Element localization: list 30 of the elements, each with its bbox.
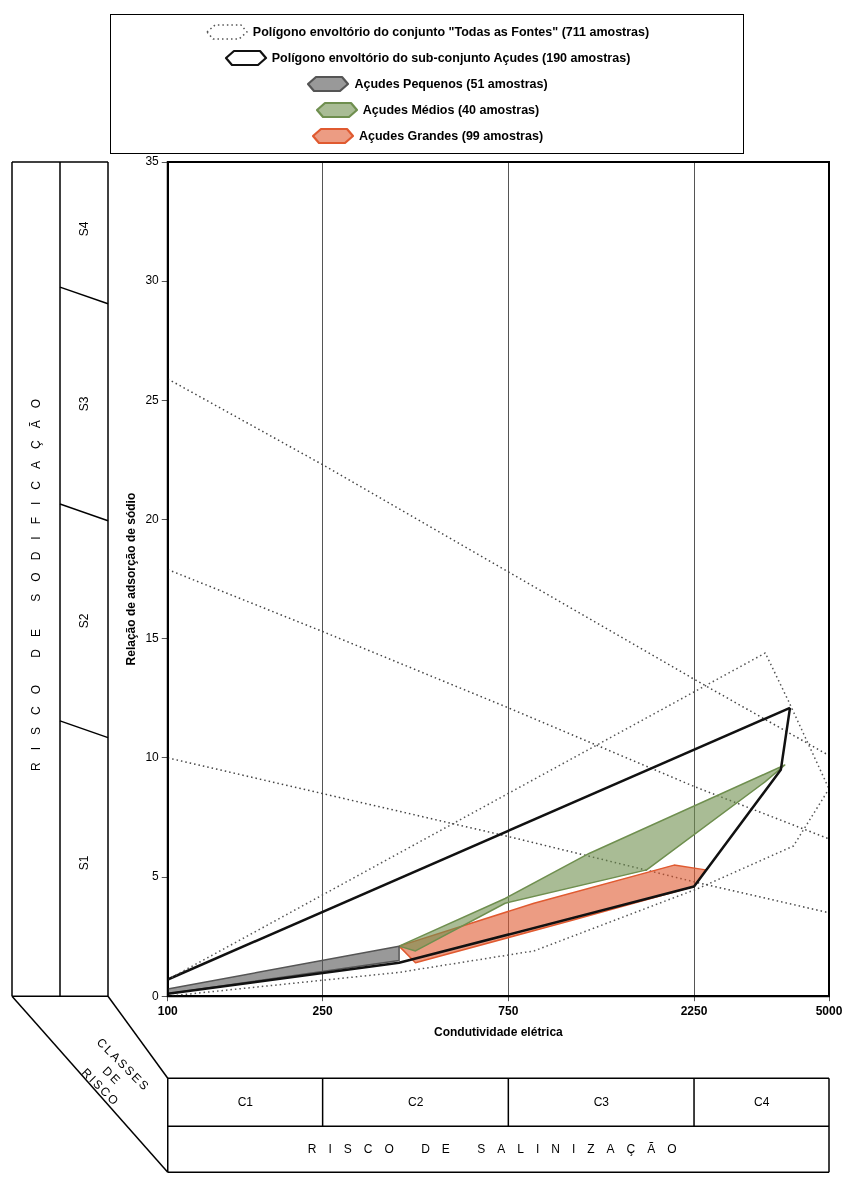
x-tick-label: 5000 (815, 1003, 843, 1018)
text: S2 (76, 613, 91, 629)
y-tick-label: 30 (145, 273, 160, 288)
text: C3 (593, 1095, 610, 1110)
legend-label: Polígono envoltório do conjunto "Todas as Fontes" (711 amostras) (252, 25, 650, 39)
text: RISCO DE SALINIZAÇÃO (307, 1142, 689, 1157)
text: C2 (407, 1095, 424, 1110)
y-tick-label: 10 (145, 750, 160, 765)
y-tick-label: 35 (145, 154, 160, 169)
legend-label: Açudes Pequenos (51 amostras) (354, 77, 548, 91)
legend-label: Polígono envoltório do sub-conjunto Açudes (190 amostras) (271, 51, 631, 65)
x-tick-label: 250 (312, 1003, 333, 1018)
text: RISCO DE SODIFICAÇÃO (29, 387, 44, 772)
text: C4 (754, 1095, 770, 1110)
y-tick-label: 20 (145, 511, 160, 526)
x-tick-label: 100 (157, 1003, 179, 1018)
x-axis-title: Condutividade elétrica (434, 1025, 564, 1040)
text: C1 (237, 1095, 254, 1110)
x-tick-label: 2250 (680, 1003, 708, 1018)
x-tick-label: 750 (498, 1003, 519, 1018)
text: S3 (76, 396, 91, 412)
text: S4 (76, 221, 91, 237)
y-tick-label: 25 (145, 392, 160, 407)
y-tick-label: 15 (145, 631, 160, 645)
y-axis-title: Relação de adsorção de sódio (123, 492, 138, 666)
text: S1 (76, 855, 91, 871)
y-tick-label: 0 (152, 988, 160, 1003)
y-tick-label: 5 (152, 869, 160, 884)
legend-label: Açudes Médios (40 amostras) (362, 103, 540, 117)
legend-label: Açudes Grandes (99 amostras) (358, 129, 544, 143)
